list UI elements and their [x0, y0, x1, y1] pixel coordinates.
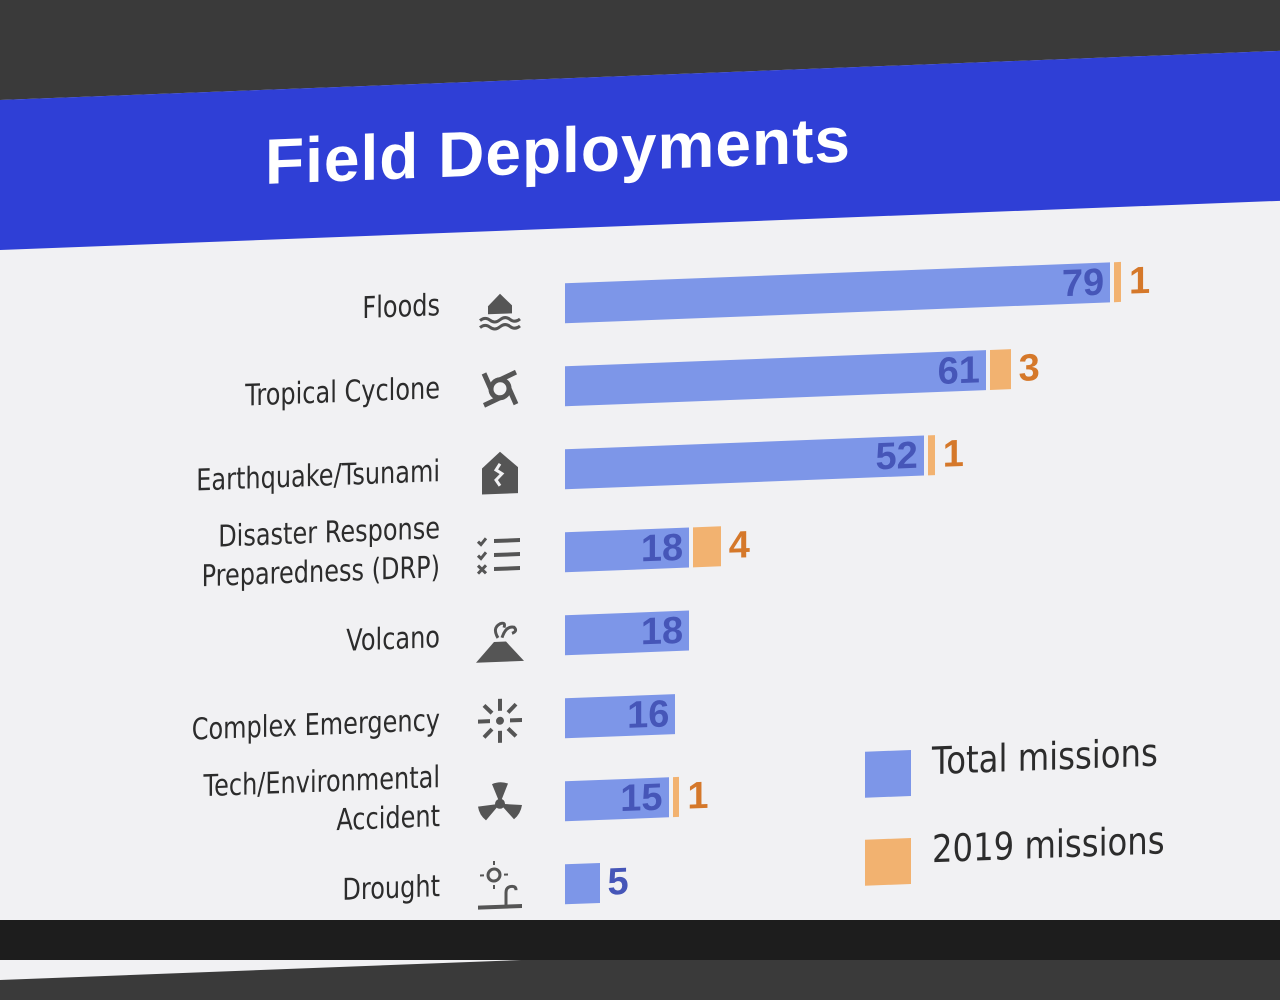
bar-chart: Floods 79 1 Tropical Cyclone 61 3 Earthquake/T… [0, 0, 1280, 910]
value-total-tech-environmental-accident: 15 [620, 776, 663, 821]
value-total-earthquake-tsunami: 52 [875, 434, 918, 479]
radiation-icon [470, 773, 530, 835]
value-2019-tropical-cyclone: 3 [1018, 347, 1040, 390]
checklist-icon [470, 524, 530, 586]
drought-icon [470, 856, 530, 918]
value-2019-earthquake-tsunami: 1 [942, 432, 964, 476]
value-total-floods: 79 [1061, 261, 1105, 306]
bar-2019-tropical-cyclone [989, 349, 1011, 390]
category-label-tech-environmental-accident: Tech/Environmental Accident [203, 760, 440, 839]
legend-swatch-2019 [865, 838, 911, 886]
bar-2019-floods [1114, 261, 1121, 303]
category-label-disaster-response-preparedness-drp: Disaster Response Preparedness (DRP) [201, 511, 440, 595]
value-total-drought: 5 [607, 860, 629, 904]
legend-label-2019: 2019 missions [932, 818, 1165, 872]
bar-total-drought [565, 862, 600, 905]
flood-icon [470, 275, 530, 337]
value-total-disaster-response-preparedness-drp: 18 [640, 526, 684, 571]
value-2019-floods: 1 [1129, 259, 1151, 303]
volcano-icon [470, 607, 530, 669]
bar-2019-disaster-response-preparedness-drp [693, 526, 721, 568]
legend-label-total: Total missions [932, 730, 1158, 784]
value-total-complex-emergency: 16 [627, 693, 670, 737]
screen-bottom-edge [0, 920, 1280, 960]
value-2019-disaster-response-preparedness-drp: 4 [728, 524, 750, 568]
bar-2019-earthquake-tsunami [927, 435, 935, 476]
value-total-tropical-cyclone: 61 [937, 349, 980, 393]
bar-2019-tech-environmental-accident [672, 776, 680, 818]
cyclone-icon [470, 358, 530, 420]
complex-emergency-icon [470, 690, 530, 752]
legend-swatch-total [865, 750, 911, 798]
earthquake-icon [470, 441, 530, 503]
value-total-volcano: 18 [640, 609, 684, 654]
value-2019-tech-environmental-accident: 1 [687, 774, 709, 818]
